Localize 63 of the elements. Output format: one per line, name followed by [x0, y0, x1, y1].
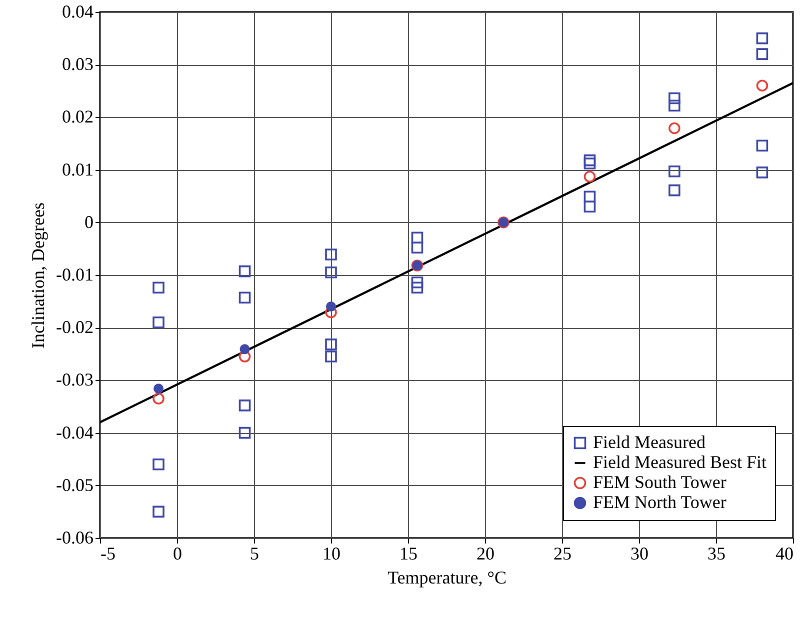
point — [668, 122, 680, 134]
point — [411, 282, 424, 294]
point — [668, 184, 680, 196]
point — [584, 190, 596, 203]
y-tick-label: -0.02 — [56, 317, 94, 338]
legend-label: FEM North Tower — [593, 492, 726, 512]
point — [238, 292, 251, 304]
point — [152, 392, 164, 404]
point — [411, 242, 424, 254]
point — [325, 338, 337, 350]
point — [325, 350, 337, 362]
point — [152, 458, 164, 470]
y-tick-label: -0.03 — [56, 370, 94, 390]
point — [668, 165, 680, 178]
point — [238, 426, 251, 439]
point — [584, 200, 596, 213]
y-tick-label: 0.04 — [62, 2, 94, 22]
point — [238, 350, 251, 362]
x-tick-label: 25 — [554, 544, 572, 564]
x-tick-label: 10 — [322, 544, 340, 564]
point — [584, 158, 596, 170]
y-tick-label: -0.04 — [56, 422, 94, 442]
x-tick-label: 5 — [250, 544, 259, 564]
y-tick-label: -0.01 — [56, 264, 94, 284]
point — [411, 232, 424, 244]
x-tick-label: 20 — [476, 544, 494, 564]
x-tick-label: -5 — [100, 544, 116, 564]
point — [240, 344, 250, 354]
y-tick-label: 0.02 — [62, 106, 94, 127]
point — [584, 154, 596, 166]
point — [756, 48, 768, 60]
point — [584, 170, 596, 183]
y-tick-label: 0.01 — [62, 159, 94, 180]
x-tick-label: 40 — [776, 544, 794, 564]
x-axis-title: Temperature, °C — [388, 568, 506, 588]
point — [756, 32, 768, 44]
point — [325, 248, 337, 260]
point — [238, 400, 251, 412]
point — [152, 316, 164, 328]
point — [325, 266, 337, 278]
point — [326, 302, 336, 312]
legend-label: Field Measured — [593, 432, 706, 452]
point — [154, 384, 164, 394]
point — [411, 276, 424, 288]
y-tick-label: 0 — [84, 212, 94, 232]
x-tick-label: 15 — [400, 544, 418, 564]
x-tick-label: 0 — [173, 544, 182, 564]
legend-label: Field Measured Best Fit — [593, 452, 766, 472]
point — [152, 282, 164, 294]
legend-label: FEM South Tower — [593, 472, 726, 492]
point — [152, 506, 164, 518]
x-tick-label: 30 — [630, 544, 648, 564]
point — [756, 140, 768, 152]
point — [756, 80, 768, 92]
point — [668, 100, 680, 112]
y-tick-label: 0.03 — [62, 54, 94, 74]
y-axis-title: Inclination, Degrees — [28, 202, 48, 348]
x-tick-label: 35 — [708, 544, 726, 564]
point — [756, 166, 768, 178]
y-tick-label: -0.06 — [56, 528, 94, 548]
point — [238, 265, 251, 278]
point — [668, 92, 680, 104]
y-tick-label: -0.05 — [56, 474, 94, 495]
